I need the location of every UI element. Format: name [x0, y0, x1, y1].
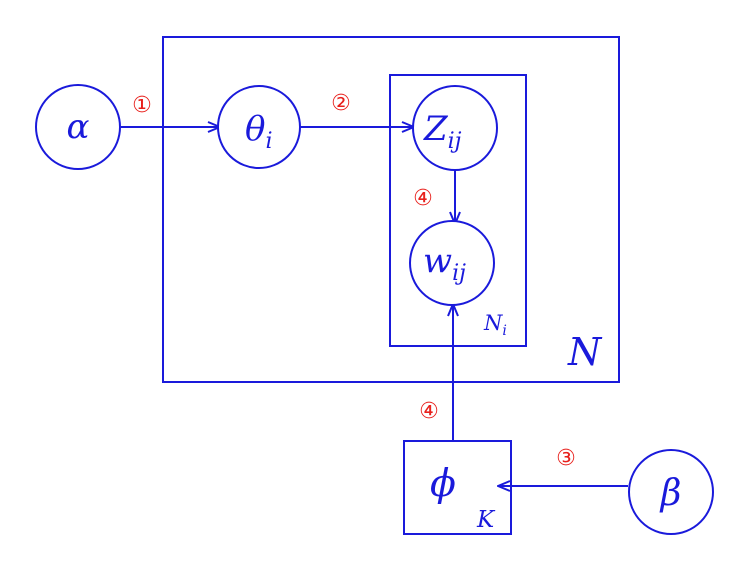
- inner-plate-label: Ni: [483, 311, 507, 339]
- step-marker-4-upper: ④: [413, 186, 433, 211]
- z-label: Zij: [423, 109, 462, 154]
- step-marker-2: ②: [331, 91, 351, 116]
- theta-node: [217, 85, 301, 169]
- outer-plate-n: [162, 36, 620, 383]
- k-plate-label: K: [476, 507, 496, 533]
- theta-label: θi: [245, 109, 273, 154]
- z-node: [412, 85, 498, 171]
- phi-label: ϕ: [430, 461, 456, 505]
- alpha-label: α: [67, 107, 90, 147]
- plate-k: [403, 440, 512, 535]
- w-node: [409, 220, 495, 306]
- inner-plate-ni: [389, 74, 527, 347]
- beta-node: [628, 449, 714, 535]
- beta-label: β: [659, 473, 682, 514]
- outer-plate-label: N: [567, 330, 603, 374]
- step-marker-3: ③: [556, 446, 576, 471]
- alpha-node: [35, 84, 121, 170]
- step-marker-4-lower: ④: [419, 399, 439, 424]
- w-label: wij: [423, 241, 466, 286]
- step-marker-1: ①: [132, 93, 152, 118]
